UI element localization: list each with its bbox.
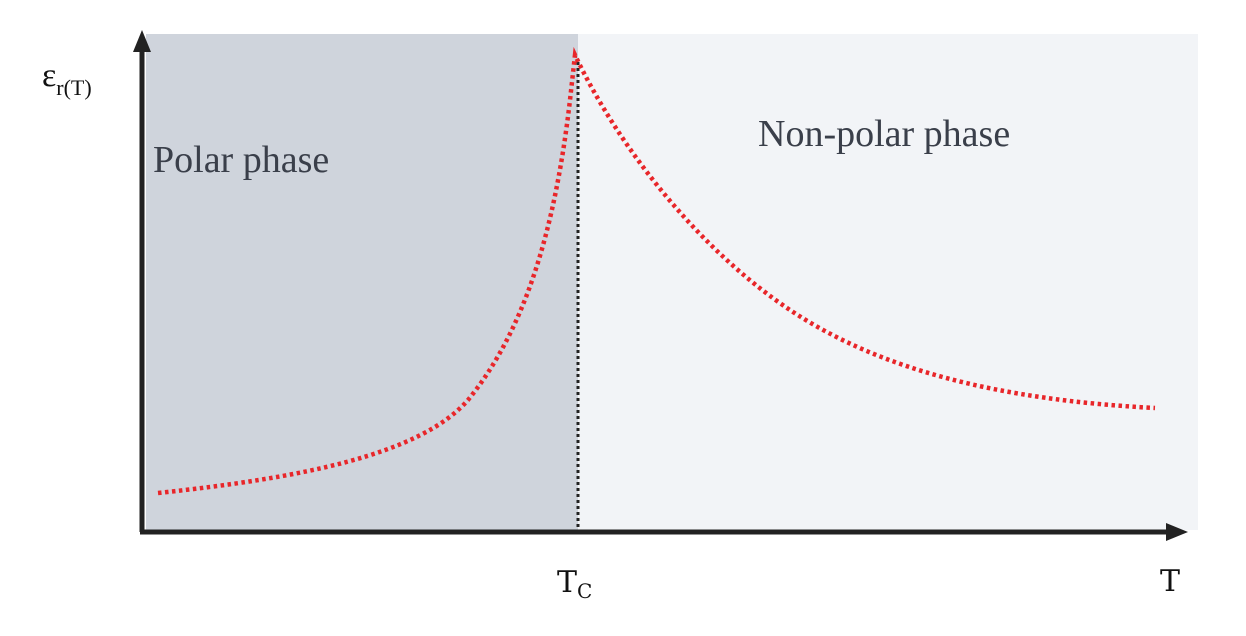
y-axis-subscript: r(T) [56,75,91,100]
tc-symbol: T [557,565,577,600]
tc-subscript: C [577,579,592,603]
nonpolar-phase-label: Non-polar phase [758,113,1010,155]
curie-temperature-label: TC [557,565,592,603]
y-axis-symbol: ε [42,57,56,94]
x-axis-label: T [1160,564,1180,599]
x-axis-arrowhead [1166,523,1188,541]
polar-phase-region [146,34,578,530]
nonpolar-phase-region [578,34,1198,530]
polar-phase-label: Polar phase [153,139,329,181]
y-axis-arrowhead [133,30,151,52]
permittivity-curve [157,46,1156,496]
y-axis-label: εr(T) [42,57,92,100]
